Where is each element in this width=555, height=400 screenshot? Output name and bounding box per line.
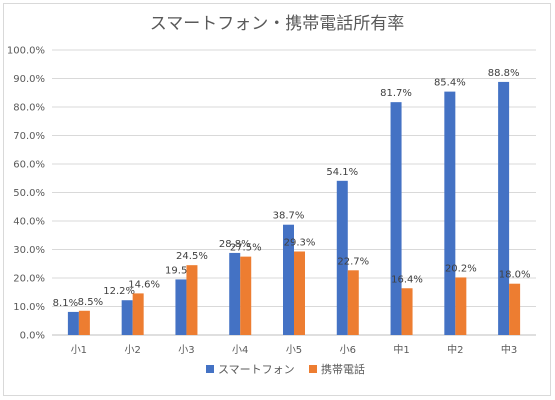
legend-swatch [309,365,317,373]
data-label: 29.3% [284,237,316,248]
bar-smartphone [283,224,294,335]
data-label: 27.5% [230,243,262,254]
bar-smartphone [121,300,133,335]
bar-smartphone [175,279,187,335]
y-tick-label: 70.0% [13,131,45,142]
x-tick-label: 小3 [178,344,194,356]
bar-smartphone [229,252,241,335]
legend-swatch [206,365,214,373]
data-label: 22.7% [337,256,369,267]
data-label: 88.8% [488,68,520,79]
x-tick-label: 小4 [232,344,248,356]
data-label: 18.0% [499,270,531,281]
data-label: 85.4% [434,78,466,89]
y-tick-label: 10.0% [13,302,45,313]
x-tick-label: 中3 [501,343,517,356]
y-tick-label: 30.0% [13,245,45,256]
bar-feature-phone [240,256,252,335]
y-tick-label: 20.0% [13,274,45,285]
y-tick-label: 90.0% [13,74,45,85]
legend-label: スマートフォン [218,363,295,376]
y-tick-label: 80.0% [13,103,45,114]
bar-feature-phone [132,293,144,335]
bar-smartphone [444,91,456,335]
y-tick-label: 60.0% [13,160,45,171]
y-tick-label: 50.0% [13,188,45,199]
y-axis: 0.0% 10.0% 20.0% 30.0% 40.0% 50.0% 60.0% 70.0% 8… [7,46,45,342]
bar-smartphone [336,180,348,335]
bar-feature-phone [509,283,521,335]
legend-label: 携帯電話 [321,362,365,376]
legend: スマートフォン 携帯電話 [206,362,365,376]
data-label: 16.4% [391,274,423,285]
x-axis: 小1 小2 小3 小4 小5 小6 中1 中2 中3 [71,343,518,356]
bar-feature-phone [186,265,198,335]
y-tick-label: 100.0% [7,46,45,57]
bar-feature-phone [78,310,90,335]
bar-smartphone [67,311,79,335]
data-label: 24.5% [176,251,208,262]
data-label: 12.2% [103,286,135,297]
x-tick-label: 小2 [124,344,140,356]
y-tick-label: 0.0% [20,331,45,342]
bar-feature-phone [294,251,305,335]
y-tick-label: 40.0% [13,217,45,228]
x-tick-label: 中2 [447,343,463,356]
bar-feature-phone [455,277,467,335]
data-label: 81.7% [380,88,412,99]
x-tick-label: 小5 [286,344,302,356]
data-label: 38.7% [273,211,305,222]
bar-feature-phone [347,270,359,335]
data-label: 54.1% [326,167,358,178]
data-label: 8.5% [78,297,103,308]
data-label: 8.1% [53,298,78,309]
bar-smartphone [498,81,510,335]
data-label: 14.6% [128,279,160,290]
bar-feature-phone [401,288,413,335]
chart-title: スマートフォン・携帯電話所有率 [150,14,405,34]
data-label: 28.8% [219,239,251,250]
x-tick-label: 中1 [393,343,409,356]
data-label: 19.5% [165,265,197,276]
x-tick-label: 小1 [71,344,87,356]
data-label: 20.2% [445,263,477,274]
bars: 8.1% 8.5%12.2%14.6% 19.5% 24.5% 28.8%27.5% 38… [53,68,531,335]
bar-smartphone [390,102,402,335]
x-tick-label: 小6 [340,344,356,356]
